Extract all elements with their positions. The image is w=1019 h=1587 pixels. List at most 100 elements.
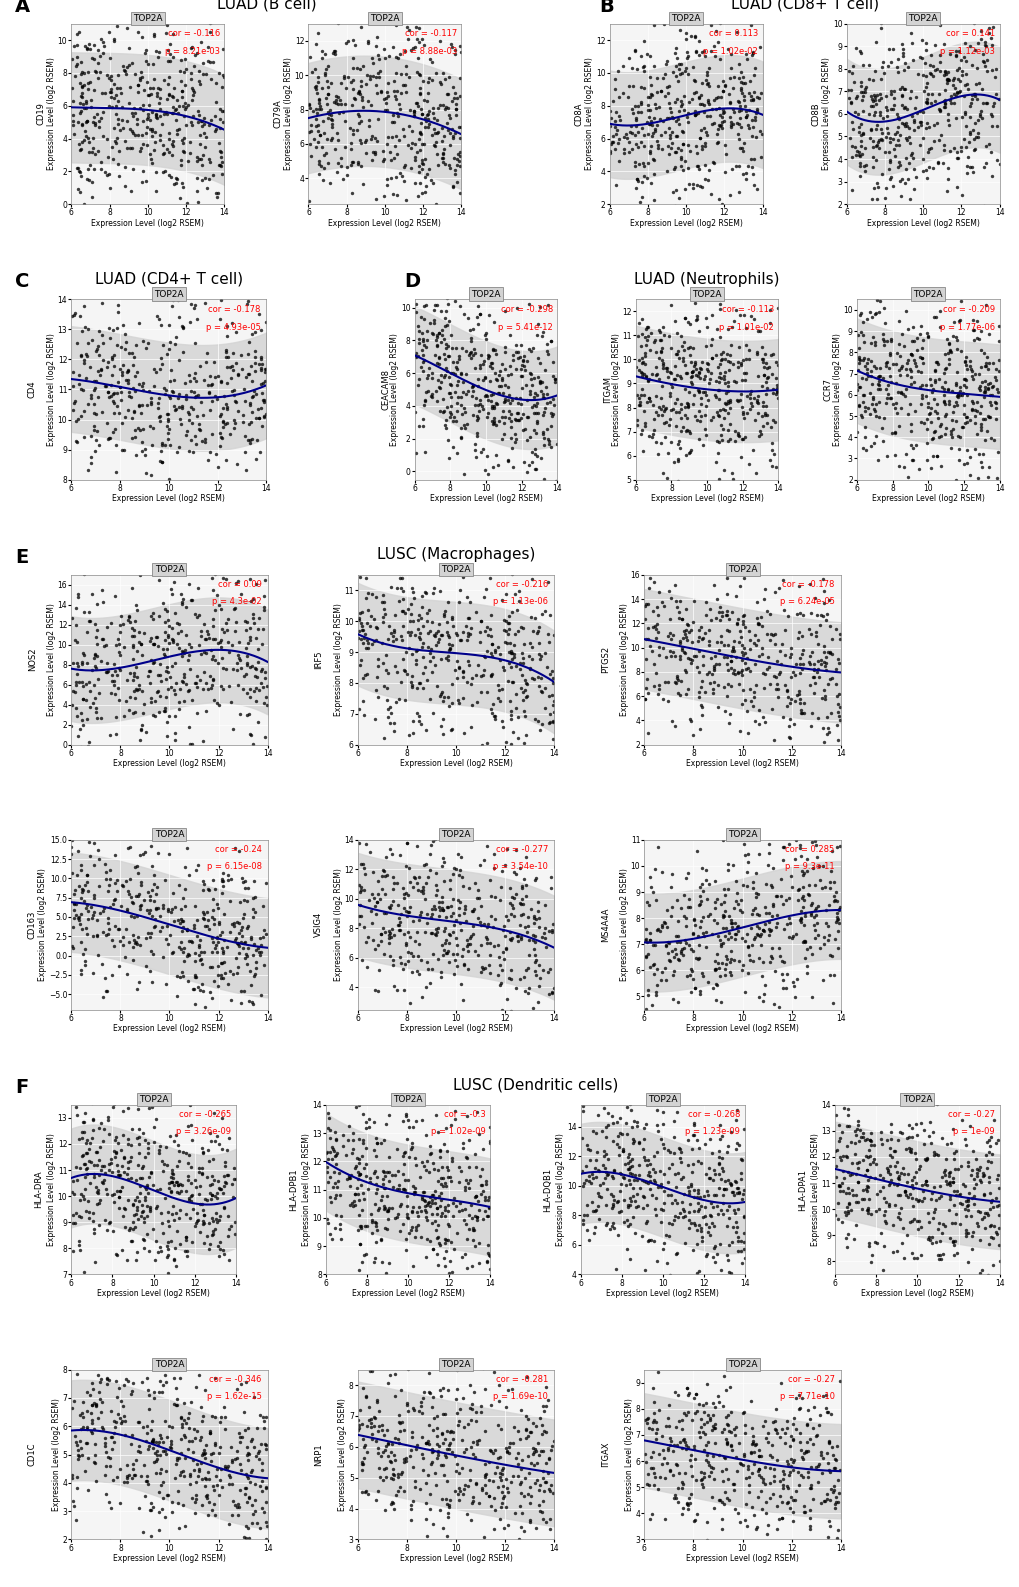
Point [411,962,427,987]
Point [452,360,469,386]
Point [627,1195,643,1220]
Point [160,417,176,443]
Point [234,409,251,435]
Point [448,240,465,265]
Point [720,1487,737,1512]
Point [493,1466,510,1492]
Point [210,181,226,206]
Point [417,1244,433,1270]
Point [835,1143,851,1168]
Point [327,213,343,238]
Point [795,874,811,900]
Point [922,395,938,421]
Point [517,722,533,747]
Point [894,1216,910,1241]
Point [180,402,197,427]
Point [501,1430,518,1455]
Point [457,1178,473,1203]
Point [748,389,764,414]
Point [87,673,103,698]
Point [667,1100,684,1125]
Point [947,468,963,494]
Point [934,136,951,162]
Point [500,398,517,424]
Point [366,1160,382,1185]
Point [662,1428,679,1454]
Point [686,290,702,316]
Point [428,332,444,357]
Point [884,351,901,376]
Point [718,946,735,971]
Point [444,360,461,386]
Point [427,621,443,646]
Point [957,352,973,378]
Point [693,695,709,720]
Point [861,1127,877,1152]
Point [238,652,255,678]
Point [68,862,85,887]
Point [193,389,209,414]
Point [698,1241,714,1266]
Point [730,421,746,446]
Point [465,373,481,398]
Point [881,341,898,367]
Point [865,176,881,202]
Point [697,935,713,960]
Point [624,121,640,146]
Point [457,1212,473,1238]
Title: TOP2A: TOP2A [727,830,756,840]
Point [930,127,947,152]
Point [543,659,559,684]
Point [443,605,460,630]
Point [143,392,159,417]
Point [422,1133,438,1159]
Point [614,79,631,105]
Point [202,363,218,389]
Point [900,1136,916,1162]
Point [210,454,226,479]
Point [971,1155,987,1181]
Point [534,1438,550,1463]
Point [719,671,736,697]
Point [73,111,90,136]
Point [458,1146,474,1171]
Point [463,384,479,409]
Point [679,1174,695,1200]
Point [435,60,451,86]
Point [643,1228,659,1254]
Point [74,670,91,695]
Point [434,1401,450,1427]
Point [920,1227,936,1252]
Point [487,443,503,468]
Point [693,1228,709,1254]
Point [351,1163,367,1189]
Point [158,102,174,127]
Point [761,944,777,970]
Point [112,375,128,400]
Point [654,351,671,376]
Point [202,1120,218,1146]
Point [216,1454,232,1479]
Point [965,10,981,35]
Point [514,363,530,389]
Point [490,381,506,406]
Point [731,1016,747,1041]
Point [424,1187,440,1212]
Point [621,1155,637,1181]
Point [805,655,821,681]
Point [105,1468,121,1493]
Point [956,1173,972,1198]
Point [750,363,766,389]
Point [638,327,654,352]
Point [222,1214,238,1239]
Point [986,357,1003,382]
Point [433,1171,449,1197]
Point [90,705,106,730]
Point [854,389,870,414]
Point [412,1476,428,1501]
Point [737,167,753,192]
Point [648,1139,664,1165]
Point [727,660,743,686]
Point [419,762,435,787]
Point [103,1159,119,1184]
